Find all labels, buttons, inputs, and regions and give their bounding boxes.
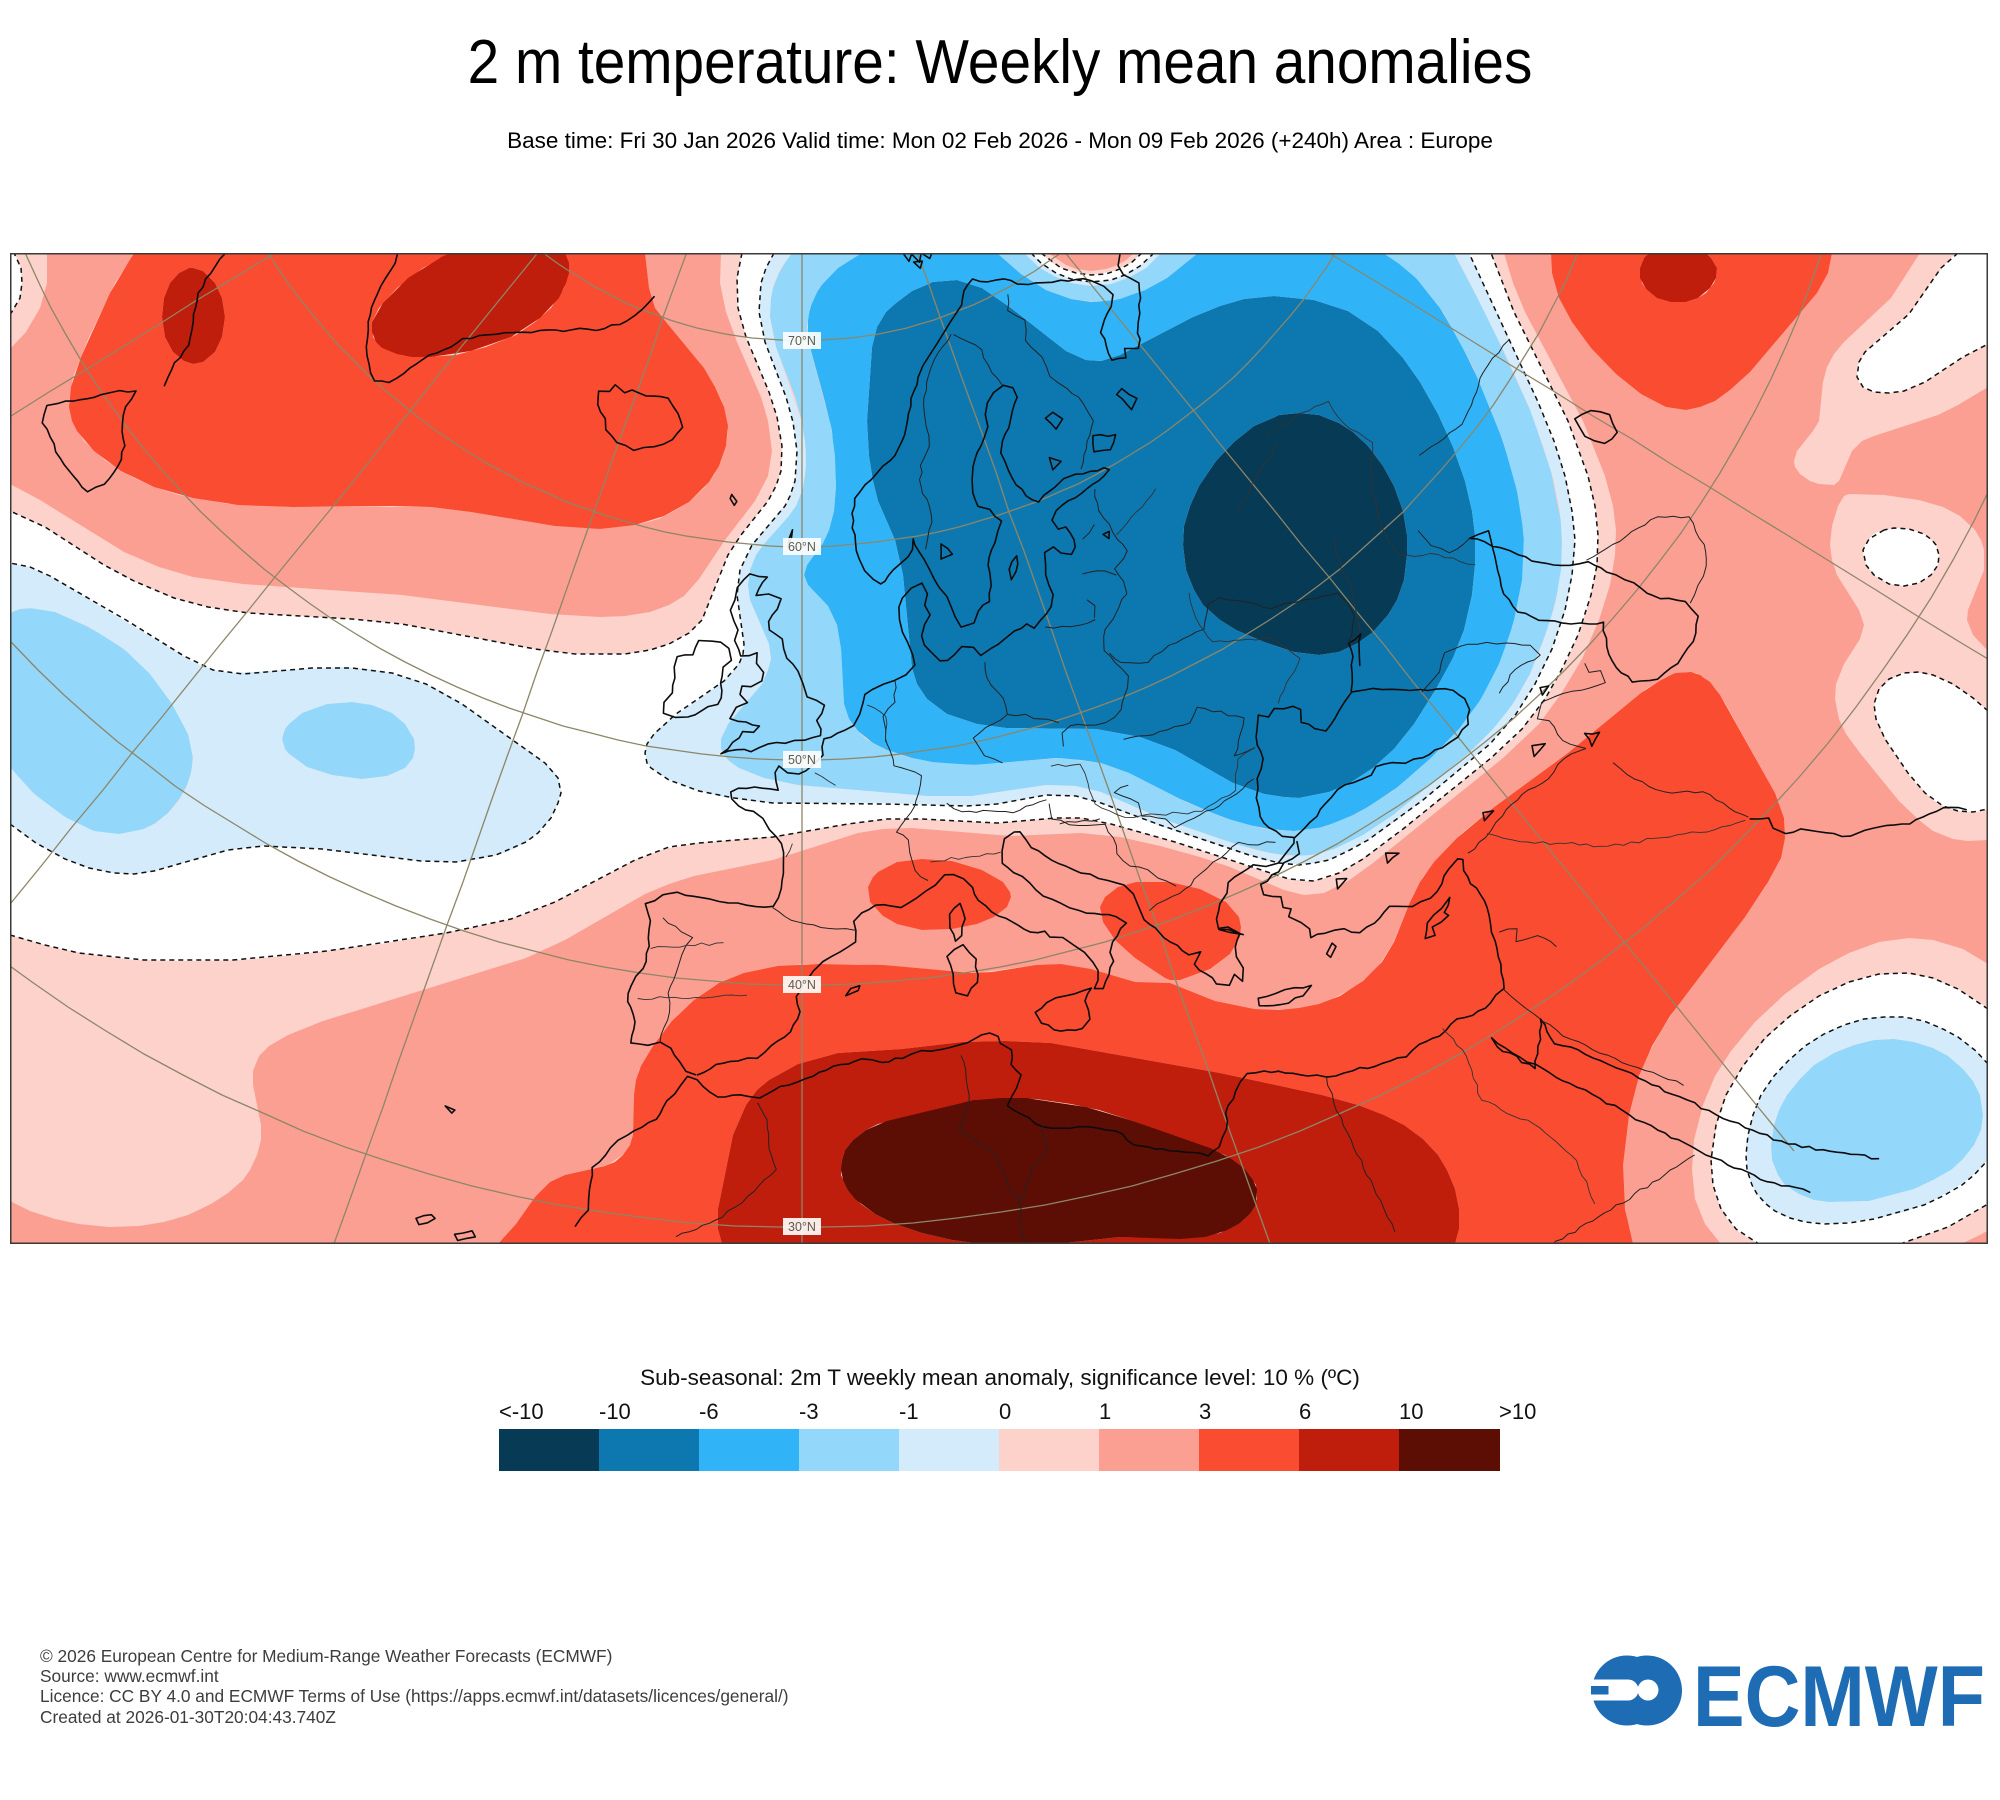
svg-text:60°N: 60°N xyxy=(788,540,816,554)
svg-text:50°N: 50°N xyxy=(788,753,816,767)
svg-text:30°N: 30°N xyxy=(788,1220,816,1234)
svg-text:70°N: 70°N xyxy=(788,334,816,348)
svg-text:ECMWF: ECMWF xyxy=(1693,1653,1985,1733)
svg-text:40°N: 40°N xyxy=(788,978,816,992)
